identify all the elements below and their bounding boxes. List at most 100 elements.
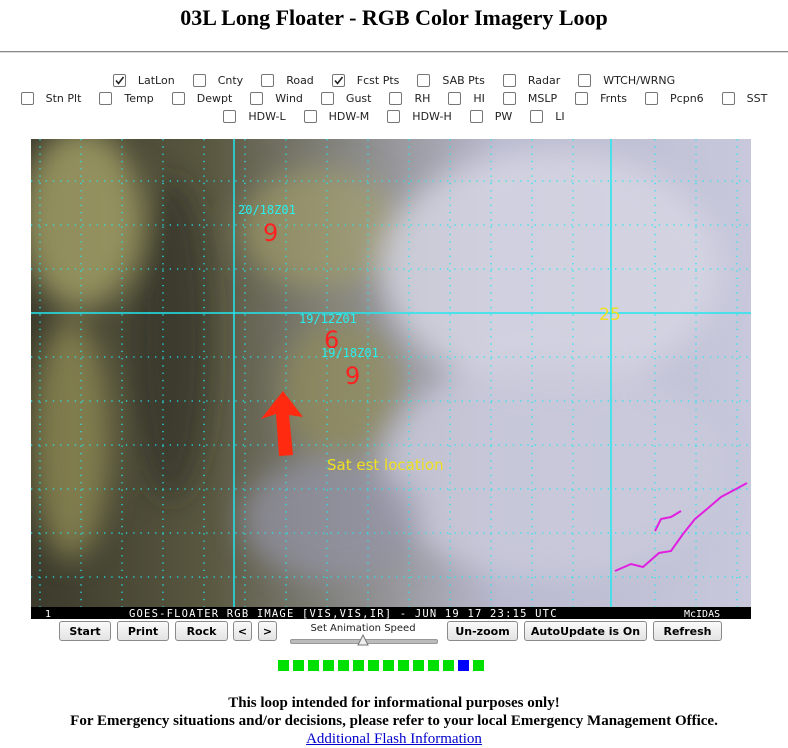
frame-box[interactable] [428,660,439,671]
speed-label: Set Animation Speed [310,623,416,634]
checkbox[interactable] [578,74,592,87]
frame-box[interactable] [383,660,394,671]
button[interactable]: Start [59,621,111,641]
checkbox-option[interactable]: Dewpt [171,92,233,105]
slider-thumb[interactable] [357,634,369,646]
checkmark-path [334,76,343,85]
button[interactable]: Refresh [653,621,722,641]
checkbox[interactable] [99,92,113,105]
checkbox-option[interactable]: Cnty [192,74,243,87]
checkbox-option[interactable]: HI [448,92,485,105]
checkbox[interactable] [469,110,483,123]
button[interactable]: AutoUpdate is On [524,621,647,641]
checkbox-option[interactable]: Pcpn6 [645,92,704,105]
frame-box[interactable] [308,660,319,671]
checkbox[interactable] [502,92,516,105]
checkbox-option[interactable]: Frnts [575,92,627,105]
checkbox-option[interactable]: Wind [250,92,303,105]
clouds [31,139,721,579]
checkbox-option[interactable]: LI [530,110,565,123]
checkmark [115,76,125,85]
checkbox[interactable] [303,110,317,123]
forecast-time: 19/18Z01 [321,346,379,360]
checkbox-label: HDW-H [412,110,452,123]
checkbox-option[interactable]: Gust [320,92,372,105]
checkbox-option[interactable]: PW [469,110,512,123]
forecast-time: 20/18Z01 [238,203,296,217]
checkbox-option[interactable]: Radar [502,74,560,87]
checkbox-label: HDW-M [328,110,370,123]
checkbox-row: HDW-L HDW-M HDW-H PW LI [0,110,788,123]
button[interactable]: < [233,621,252,641]
checkbox-label: MSLP [527,92,558,105]
checkbox-label: RH [414,92,431,105]
checkbox[interactable] [320,92,334,105]
checkbox[interactable] [250,92,264,105]
notice: This loop intended for informational pur… [228,695,560,711]
frame-box[interactable] [293,660,304,671]
source-label: McIDAS [684,609,720,619]
checkbox-option[interactable]: Fcst Pts [331,74,399,87]
checkbox-label: WTCH/WRNG [603,74,676,87]
frame-box[interactable] [413,660,424,671]
checkbox-option[interactable]: Temp [99,92,154,105]
checkbox[interactable] [387,110,401,123]
checkbox-label: Frnts [600,92,628,105]
frame-box[interactable] [323,660,334,671]
checkbox-option[interactable]: HDW-L [223,110,286,123]
checkbox-option[interactable]: Stn Plt [20,92,82,105]
checkbox[interactable] [645,92,659,105]
coastline [614,482,748,572]
checkbox[interactable] [575,92,589,105]
checkbox[interactable] [448,92,462,105]
frame-box[interactable] [443,660,454,671]
checkbox-option[interactable]: Road [261,74,314,87]
frame-box[interactable] [278,660,289,671]
checkbox[interactable] [171,92,185,105]
checkbox-option[interactable]: WTCH/WRNG [578,74,675,87]
forecast-time: 19/12Z01 [299,312,357,326]
checkbox[interactable] [192,74,206,87]
checkbox-option[interactable]: SAB Pts [417,74,485,87]
checkmark [334,76,343,85]
page-title: 03L Long Floater - RGB Color Imagery Loo… [180,5,608,30]
button[interactable]: Rock [175,621,228,641]
checkbox-row: Stn Plt Temp Dewpt Wind Gust RH HI MSLP Frnts Pcp… [0,92,788,105]
checkbox-label: Stn Plt [45,92,82,105]
checkbox-label: Gust [345,92,372,105]
checkbox[interactable] [112,74,126,87]
frame-box[interactable] [368,660,379,671]
checkbox-label: Temp [124,92,154,105]
checkbox-option[interactable]: MSLP [502,92,558,105]
button[interactable]: Print [117,621,169,641]
frame-box[interactable] [353,660,364,671]
checkbox-label: SST [746,92,768,105]
checkbox-option[interactable]: HDW-M [303,110,370,123]
checkbox[interactable] [331,74,345,87]
checkbox-option[interactable]: HDW-H [387,110,452,123]
checkbox-label: LI [555,110,565,123]
frame-box[interactable] [338,660,349,671]
checkbox[interactable] [417,74,431,87]
checkbox[interactable] [721,92,735,105]
latitude-label: 25 [599,305,621,325]
storm-symbol: 9 [263,219,278,247]
button[interactable]: > [258,621,277,641]
checkbox-row: LatLon Cnty Road Fcst Pts SAB Pts Radar WTCH/W… [0,74,788,87]
frame-box[interactable] [473,660,484,671]
checkbox[interactable] [389,92,403,105]
speed-slider[interactable]: Set Animation Speed [288,621,438,646]
frame-box[interactable] [458,660,469,671]
checkbox-option[interactable]: SST [721,92,768,105]
checkbox-option[interactable]: LatLon [112,74,175,87]
checkbox[interactable] [20,92,34,105]
checkbox[interactable] [261,74,275,87]
checkbox-option[interactable]: RH [389,92,430,105]
button[interactable]: Un-zoom [447,621,518,641]
checkbox[interactable] [502,74,516,87]
frame-box[interactable] [398,660,409,671]
checkbox[interactable] [223,110,237,123]
checkbox-label: Dewpt [196,92,233,105]
checkbox[interactable] [530,110,544,123]
